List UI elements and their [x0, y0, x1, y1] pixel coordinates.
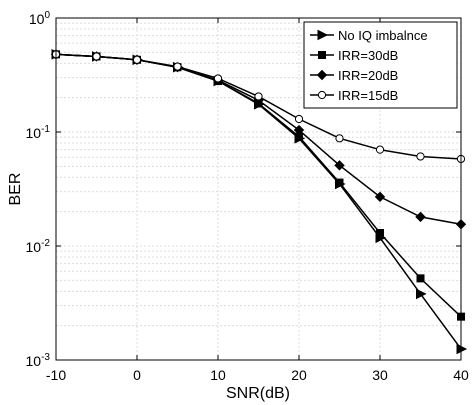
y-tick-label: 100 [29, 10, 51, 27]
x-tick-label: 10 [210, 367, 226, 383]
y-axis-label: BER [7, 173, 24, 206]
legend-label-square: IRR=30dB [338, 48, 398, 63]
data-point-diamond [415, 211, 426, 223]
legend-label-triangle-right: No IQ imbalnce [338, 28, 428, 43]
legend-label-diamond: IRR=20dB [338, 68, 398, 83]
y-tick-label: 10-3 [26, 352, 51, 369]
x-tick-label: 20 [291, 367, 307, 383]
data-point-circle [335, 134, 344, 143]
data-point-circle [132, 55, 142, 64]
x-tick-label: 0 [133, 367, 141, 383]
legend-marker-diamond [316, 69, 328, 81]
x-tick-label: 30 [372, 367, 388, 383]
data-point-circle [375, 145, 385, 154]
legend-marker-square [318, 51, 326, 59]
y-tick-label: 10-1 [26, 124, 51, 141]
legend: No IQ imbalnce IRR=30dB IRR=20dB IRR=15dB [303, 21, 458, 109]
data-point-circle [92, 52, 101, 61]
data-point-square [416, 274, 425, 283]
legend-marker-triangle-right [317, 29, 329, 41]
data-point-square [376, 229, 384, 238]
data-point-triangle-right [416, 288, 427, 300]
data-point-circle [294, 114, 304, 124]
x-axis-label: SNR(dB) [226, 385, 290, 402]
y-axis-ticks: 100 10-1 10-2 10-3 [26, 10, 461, 369]
data-point-circle [173, 62, 182, 71]
data-point-diamond [334, 160, 345, 171]
legend-box [303, 21, 458, 109]
data-point-square [335, 178, 344, 187]
x-axis-ticks: -10 0 10 20 30 40 [46, 18, 469, 383]
data-point-diamond [293, 124, 305, 136]
legend-marker-circle [317, 90, 327, 100]
plot-frame [55, 17, 462, 361]
data-point-diamond [374, 191, 386, 203]
data-point-circle [213, 74, 223, 83]
y-tick-label: 10-2 [26, 238, 51, 255]
data-point-circle [254, 92, 263, 101]
x-tick-label: 40 [453, 367, 469, 383]
x-tick-label: -10 [46, 367, 66, 383]
legend-label-circle: IRR=15dB [338, 88, 398, 103]
data-point-circle [416, 152, 425, 161]
